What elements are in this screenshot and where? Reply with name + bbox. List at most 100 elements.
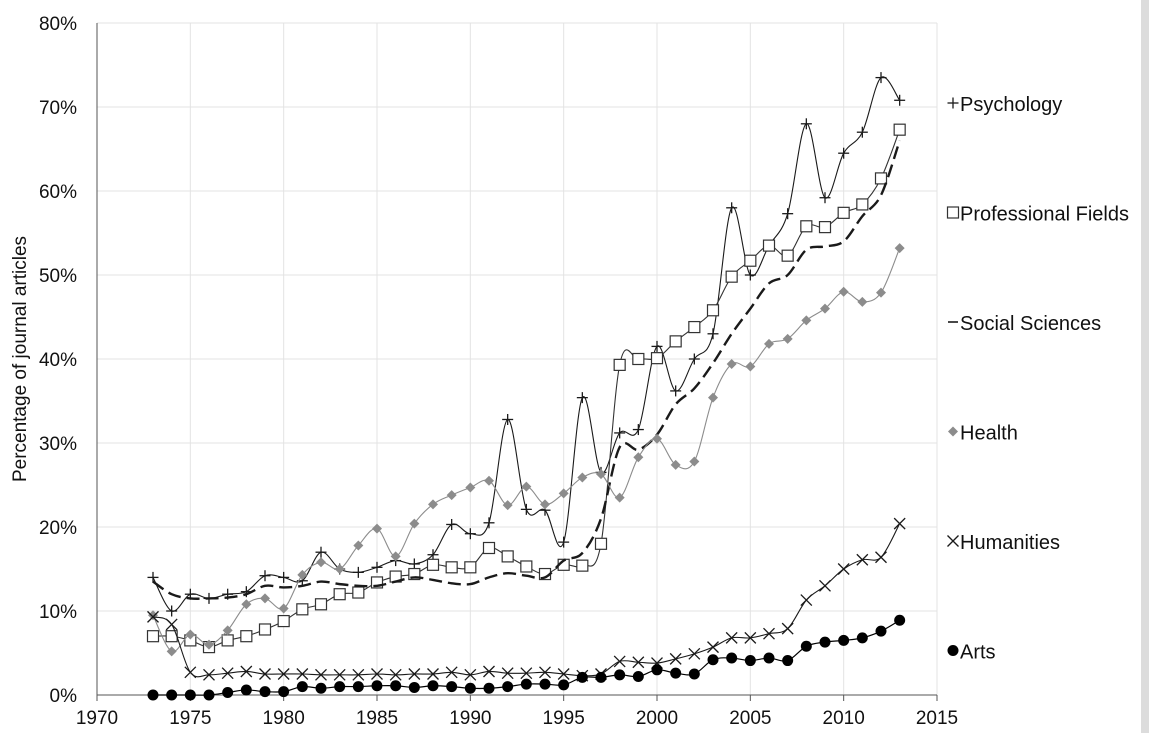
data-point-arts xyxy=(520,678,532,690)
data-point-professional-fields xyxy=(426,558,440,571)
data-point-psychology xyxy=(483,517,495,529)
data-point-psychology xyxy=(352,566,364,578)
data-point-humanities xyxy=(613,655,626,668)
data-point-health xyxy=(633,452,644,463)
data-point-humanities xyxy=(725,631,738,644)
data-point-health xyxy=(820,303,830,314)
x-tick-label: 1990 xyxy=(449,708,491,729)
data-point-humanities xyxy=(315,668,327,681)
data-point-arts xyxy=(278,686,290,698)
data-point-arts xyxy=(259,686,271,698)
data-point-health xyxy=(764,338,774,349)
data-point-arts xyxy=(334,681,346,693)
x-tick-label: 1995 xyxy=(543,708,585,729)
data-point-health xyxy=(782,333,793,344)
data-point-professional-fields xyxy=(613,358,626,371)
data-point-health xyxy=(465,482,476,493)
legend-label: Social Sciences xyxy=(960,313,1101,335)
series-layer xyxy=(146,72,906,701)
data-point-humanities xyxy=(296,668,309,680)
data-point-health xyxy=(652,433,662,444)
y-tick-label: 10% xyxy=(39,602,77,623)
data-point-arts xyxy=(670,667,682,679)
data-point-arts xyxy=(371,680,383,692)
data-point-humanities xyxy=(669,652,682,665)
data-point-professional-fields xyxy=(818,221,832,234)
data-point-professional-fields xyxy=(277,614,290,628)
data-point-health xyxy=(894,243,905,254)
series-line-psychology xyxy=(152,76,901,612)
data-point-arts xyxy=(352,681,364,693)
x-tick-label: 2000 xyxy=(636,708,678,729)
data-point-health xyxy=(241,599,252,610)
data-point-professional-fields xyxy=(314,598,328,611)
data-point-health xyxy=(297,569,308,580)
data-point-arts xyxy=(446,681,458,693)
data-point-psychology xyxy=(875,72,887,84)
data-point-arts xyxy=(782,655,794,667)
data-point-health xyxy=(745,361,756,372)
data-point-health xyxy=(428,499,438,510)
data-point-health xyxy=(838,286,849,297)
data-point-humanities xyxy=(240,665,253,678)
data-point-professional-fields xyxy=(520,560,533,573)
data-point-professional-fields xyxy=(370,576,384,589)
data-point-professional-fields xyxy=(669,335,682,348)
data-point-professional-fields xyxy=(501,550,514,563)
data-point-psychology xyxy=(651,340,663,352)
data-point-psychology xyxy=(427,549,439,561)
data-point-arts xyxy=(539,678,551,690)
data-point-health xyxy=(614,492,625,503)
data-point-arts xyxy=(707,654,719,666)
data-point-humanities xyxy=(744,631,757,644)
data-point-psychology xyxy=(744,269,756,281)
y-tick-label: 20% xyxy=(39,518,77,539)
data-point-psychology xyxy=(315,546,327,558)
data-point-humanities xyxy=(371,668,383,680)
data-point-health xyxy=(166,646,177,657)
data-point-humanities xyxy=(445,666,458,679)
data-point-arts xyxy=(688,668,700,680)
data-point-health xyxy=(353,540,364,551)
data-point-humanities xyxy=(427,668,439,680)
data-point-humanities xyxy=(221,667,234,680)
data-point-health xyxy=(409,518,420,529)
data-point-professional-fields xyxy=(576,559,589,572)
data-point-professional-fields xyxy=(874,172,888,185)
data-point-arts xyxy=(390,680,402,692)
x-tick-label: 1975 xyxy=(169,708,211,729)
right-edge-shadow xyxy=(1141,0,1149,733)
legend-marker xyxy=(947,535,959,547)
data-point-humanities xyxy=(520,667,533,680)
data-point-arts xyxy=(222,686,234,698)
data-point-psychology xyxy=(558,536,570,548)
data-point-humanities xyxy=(165,618,178,631)
data-point-psychology xyxy=(707,328,719,340)
data-point-arts xyxy=(614,669,626,681)
data-point-arts xyxy=(744,655,756,667)
data-point-health xyxy=(278,603,289,614)
data-point-humanities xyxy=(389,668,402,681)
data-point-arts xyxy=(296,681,308,693)
data-point-health xyxy=(689,456,700,467)
data-point-health xyxy=(726,359,737,370)
y-tick-label: 0% xyxy=(50,686,78,707)
data-point-arts xyxy=(483,682,495,694)
data-point-psychology xyxy=(371,561,383,573)
data-point-health xyxy=(857,296,868,307)
data-point-professional-fields xyxy=(706,304,720,317)
legend-marker xyxy=(948,426,958,437)
data-point-professional-fields xyxy=(464,561,477,574)
data-point-arts xyxy=(595,671,607,683)
legend-label: Professional Fields xyxy=(960,204,1129,226)
data-point-psychology xyxy=(502,413,514,425)
data-point-professional-fields xyxy=(221,634,234,647)
data-point-psychology xyxy=(670,385,682,397)
x-tick-label: 2015 xyxy=(916,708,958,729)
data-point-humanities xyxy=(819,579,831,592)
data-point-psychology xyxy=(688,353,700,365)
legend-marker xyxy=(947,645,959,656)
legend: Psychology Professional Fields Social Scie… xyxy=(946,94,1129,664)
data-point-humanities xyxy=(781,622,794,635)
data-point-psychology xyxy=(819,192,831,204)
